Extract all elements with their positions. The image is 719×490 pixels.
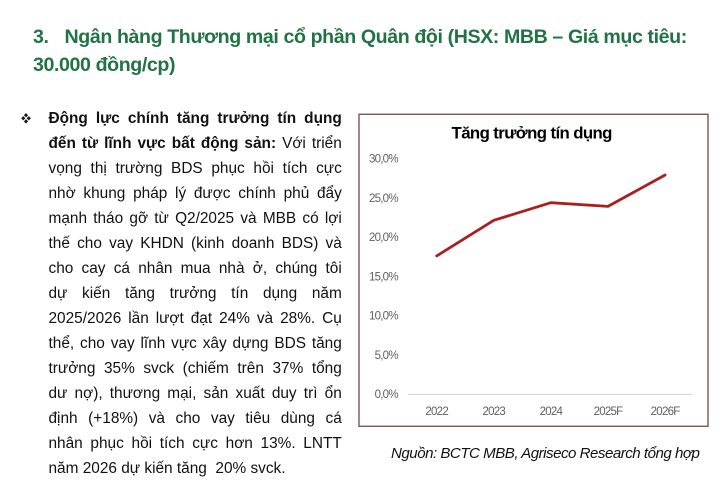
svg-text:2022: 2022 <box>425 406 448 418</box>
svg-text:2024: 2024 <box>540 406 564 418</box>
svg-text:0,0%: 0,0% <box>375 389 399 401</box>
svg-text:Tăng trưởng tín dụng: Tăng trưởng tín dụng <box>452 124 613 143</box>
svg-text:2023: 2023 <box>483 406 506 418</box>
svg-text:2026F: 2026F <box>651 406 681 418</box>
svg-text:2025F: 2025F <box>594 406 624 418</box>
svg-text:5,0%: 5,0% <box>375 350 399 362</box>
svg-text:30,0%: 30,0% <box>369 154 398 166</box>
svg-text:20,0%: 20,0% <box>369 232 398 244</box>
svg-text:15,0%: 15,0% <box>369 271 398 283</box>
svg-text:10,0%: 10,0% <box>369 311 398 323</box>
svg-text:25,0%: 25,0% <box>369 193 398 205</box>
